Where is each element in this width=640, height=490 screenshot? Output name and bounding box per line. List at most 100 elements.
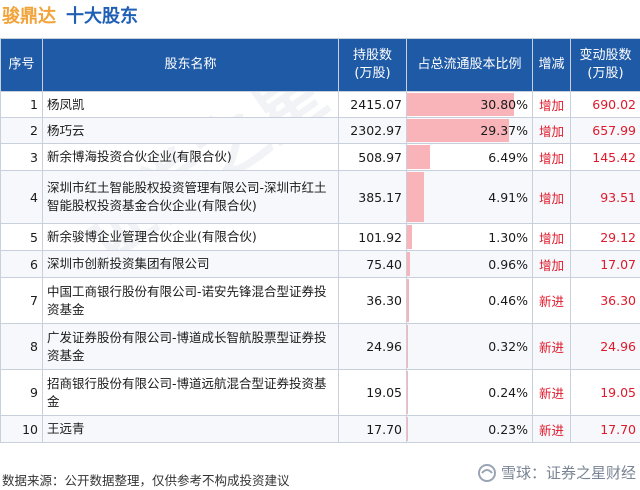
ratio-cell: 0.23%	[406, 415, 533, 443]
shareholder-name: 杨巧云	[42, 117, 339, 144]
ratio-cell: 0.32%	[406, 323, 533, 370]
table-row: 10 王远青 17.70 0.23% 新进 17.70	[0, 415, 640, 443]
table-row: 6 深圳市创新投资集团有限公司 75.40 0.96% 增加 17.07	[0, 250, 640, 278]
change-type: 增加	[532, 91, 571, 118]
ratio-value: 0.24%	[488, 385, 528, 400]
ratio-value: 0.96%	[488, 256, 528, 272]
ratio-bar	[407, 325, 409, 368]
shareholder-name: 王远青	[42, 415, 339, 443]
row-index: 7	[0, 277, 43, 324]
ratio-cell: 30.80%	[406, 91, 533, 118]
ratio-value: 0.23%	[488, 421, 528, 437]
shares-held: 385.17	[338, 170, 407, 224]
table-row: 3 新余博海投资合伙企业(有限合伙) 508.97 6.49% 增加 145.42	[0, 143, 640, 171]
change-shares: 93.51	[570, 170, 640, 224]
ratio-cell: 0.24%	[406, 369, 533, 416]
shareholder-table: 序号 股东名称 持股数 (万股) 占总流通股本比例 增减 变动股数 (万股) 1…	[0, 38, 640, 443]
row-index: 4	[0, 170, 43, 224]
change-shares: 17.70	[570, 415, 640, 443]
shareholder-name: 新余骏博企业管理合伙企业(有限合伙)	[42, 223, 339, 251]
shares-held: 508.97	[338, 143, 407, 171]
page-title: 十大股东	[66, 6, 138, 27]
change-type: 新进	[532, 323, 571, 370]
change-type: 增加	[532, 170, 571, 224]
change-shares: 657.99	[570, 117, 640, 144]
table-row: 9 招商银行股份有限公司-博道远航混合型证券投资基金 19.05 0.24% 新进 19.…	[0, 369, 640, 416]
header-ratio: 占总流通股本比例	[406, 38, 533, 92]
shareholder-name: 杨凤凯	[42, 91, 339, 118]
ratio-bar	[407, 252, 411, 276]
table-row: 2 杨巧云 2302.97 29.37% 增加 657.99	[0, 117, 640, 144]
change-shares: 24.96	[570, 323, 640, 370]
ratio-value: 30.80%	[480, 97, 528, 112]
change-type: 新进	[532, 415, 571, 443]
change-shares: 145.42	[570, 143, 640, 171]
shareholder-name: 深圳市红土智能股权投资管理有限公司-深圳市红土智能股权投资基金合伙企业(有限合伙…	[42, 170, 339, 224]
shares-held: 17.70	[338, 415, 407, 443]
header-change-shares: 变动股数 (万股)	[570, 38, 640, 92]
shares-held: 75.40	[338, 250, 407, 278]
ratio-bar	[407, 371, 408, 414]
shares-held: 19.05	[338, 369, 407, 416]
brand-label: 雪球：证券之星财经	[500, 464, 636, 482]
ratio-bar	[407, 279, 409, 322]
ratio-bar	[407, 119, 509, 142]
change-type: 新进	[532, 277, 571, 324]
row-index: 1	[0, 91, 43, 118]
row-index: 8	[0, 323, 43, 370]
ratio-bar	[407, 225, 412, 249]
row-index: 2	[0, 117, 43, 144]
shares-held: 36.30	[338, 277, 407, 324]
row-index: 3	[0, 143, 43, 171]
shareholder-name: 广发证券股份有限公司-博道成长智航股票型证券投资基金	[42, 323, 339, 370]
brand-footer: 雪球：证券之星财经	[477, 462, 636, 483]
header-name: 股东名称	[42, 38, 339, 92]
table-row: 5 新余骏博企业管理合伙企业(有限合伙) 101.92 1.30% 增加 29.12	[0, 223, 640, 251]
shareholder-name: 中国工商银行股份有限公司-诺安先锋混合型证券投资基金	[42, 277, 339, 324]
table-row: 8 广发证券股份有限公司-博道成长智航股票型证券投资基金 24.96 0.32% 新进 2…	[0, 323, 640, 370]
row-index: 6	[0, 250, 43, 278]
table-row: 7 中国工商银行股份有限公司-诺安先锋混合型证券投资基金 36.30 0.46% 新进 3…	[0, 277, 640, 324]
header-shares: 持股数 (万股)	[338, 38, 407, 92]
change-type: 增加	[532, 223, 571, 251]
change-shares: 36.30	[570, 277, 640, 324]
shares-held: 2302.97	[338, 117, 407, 144]
change-type: 增加	[532, 117, 571, 144]
snowball-logo-icon	[477, 463, 496, 482]
table-row: 4 深圳市红土智能股权投资管理有限公司-深圳市红土智能股权投资基金合伙企业(有限合…	[0, 170, 640, 224]
header-index: 序号	[0, 38, 43, 92]
ratio-bar	[407, 145, 430, 169]
ratio-bar	[407, 93, 514, 116]
row-index: 9	[0, 369, 43, 416]
shares-held: 24.96	[338, 323, 407, 370]
header-change-type: 增减	[532, 38, 571, 92]
ratio-bar	[407, 417, 408, 441]
ratio-value: 0.32%	[488, 339, 528, 354]
change-shares: 19.05	[570, 369, 640, 416]
ratio-value: 6.49%	[488, 149, 528, 165]
change-type: 新进	[532, 369, 571, 416]
ratio-cell: 1.30%	[406, 223, 533, 251]
table-row: 1 杨凤凯 2415.07 30.80% 增加 690.02	[0, 91, 640, 118]
ratio-cell: 0.46%	[406, 277, 533, 324]
shareholder-name: 招商银行股份有限公司-博道远航混合型证券投资基金	[42, 369, 339, 416]
ratio-value: 1.30%	[488, 229, 528, 245]
ratio-cell: 0.96%	[406, 250, 533, 278]
row-index: 5	[0, 223, 43, 251]
data-source-note: 数据来源：公开数据整理，仅供参考不构成投资建议	[2, 473, 290, 488]
shares-held: 101.92	[338, 223, 407, 251]
shareholder-name: 深圳市创新投资集团有限公司	[42, 250, 339, 278]
shareholder-name: 新余博海投资合伙企业(有限合伙)	[42, 143, 339, 171]
row-index: 10	[0, 415, 43, 443]
change-shares: 690.02	[570, 91, 640, 118]
ratio-cell: 4.91%	[406, 170, 533, 224]
change-shares: 29.12	[570, 223, 640, 251]
ratio-cell: 29.37%	[406, 117, 533, 144]
ratio-value: 0.46%	[488, 293, 528, 308]
table-header-row: 序号 股东名称 持股数 (万股) 占总流通股本比例 增减 变动股数 (万股)	[0, 38, 640, 92]
ratio-cell: 6.49%	[406, 143, 533, 171]
ratio-bar	[407, 172, 425, 222]
change-type: 增加	[532, 250, 571, 278]
title-bar: 骏鼎达 十大股东	[2, 1, 138, 29]
ratio-value: 29.37%	[480, 123, 528, 138]
